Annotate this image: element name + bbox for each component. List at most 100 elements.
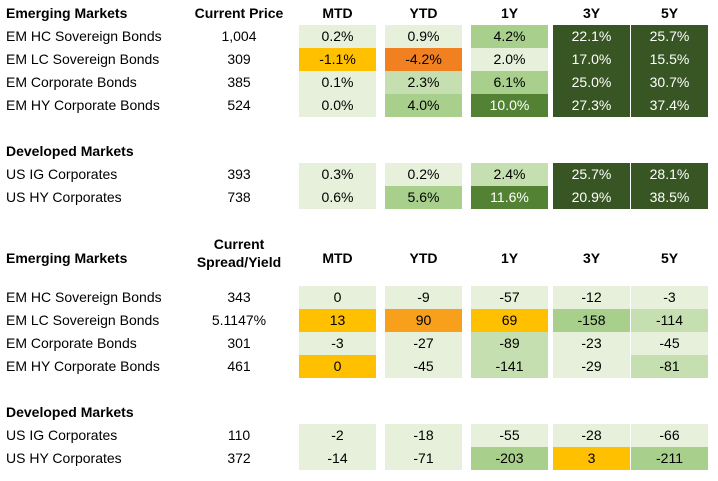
current-spread: 110: [227, 427, 251, 443]
mtd-cell: 0: [299, 286, 376, 309]
section-title: Emerging Markets: [6, 5, 128, 21]
5y-cell: -114: [631, 309, 708, 332]
section-header-row: Emerging Markets Current Spread/Yield MT…: [0, 236, 718, 270]
table-row: EM Corporate Bonds 301 -3 -27 -89 -23 -4…: [0, 332, 718, 355]
5y-cell: 37.4%: [631, 94, 708, 117]
5y-cell: -3: [631, 286, 708, 309]
ytd-cell: -18: [385, 424, 462, 447]
1y-cell: 4.2%: [471, 25, 548, 48]
3y-cell: 17.0%: [553, 48, 630, 71]
section-title: Developed Markets: [6, 143, 134, 159]
table-row: EM HY Corporate Bonds 524 0.0% 4.0% 10.0…: [0, 94, 718, 117]
table-row: EM LC Sovereign Bonds 5.1147% 13 90 69 -…: [0, 309, 718, 332]
3y-cell: -23: [553, 332, 630, 355]
3y-cell: -12: [553, 286, 630, 309]
1y-cell: 69: [471, 309, 548, 332]
column-header-line: Current Spread/Yield: [196, 236, 282, 270]
ytd-cell: 0.9%: [385, 25, 462, 48]
mtd-cell: -1.1%: [299, 48, 376, 71]
column-header-mtd: MTD: [322, 5, 353, 21]
row-label: EM HY Corporate Bonds: [6, 358, 160, 374]
ytd-cell: -45: [385, 355, 462, 378]
mtd-cell: 13: [299, 309, 376, 332]
row-label: EM HC Sovereign Bonds: [6, 289, 162, 305]
5y-cell: 15.5%: [631, 48, 708, 71]
column-header-current-spread-yield: Current Spread/Yield: [180, 235, 298, 271]
column-header-1y: 1Y: [500, 250, 519, 266]
5y-cell: -66: [631, 424, 708, 447]
5y-cell: -45: [631, 332, 708, 355]
table-row: EM LC Sovereign Bonds 309 -1.1% -4.2% 2.…: [0, 48, 718, 71]
row-label: EM HC Sovereign Bonds: [6, 28, 162, 44]
5y-cell: 30.7%: [631, 71, 708, 94]
1y-cell: -141: [471, 355, 548, 378]
current-spread: 372: [227, 450, 251, 466]
5y-cell: 25.7%: [631, 25, 708, 48]
column-header-3y: 3Y: [582, 5, 601, 21]
current-price: 393: [227, 166, 251, 182]
column-header-5y: 5Y: [660, 5, 679, 21]
row-label: EM Corporate Bonds: [6, 74, 137, 90]
row-label: US IG Corporates: [6, 166, 118, 182]
column-header-ytd: YTD: [409, 250, 438, 266]
mtd-cell: 0.0%: [299, 94, 376, 117]
current-price: 1,004: [221, 28, 257, 44]
mtd-cell: -14: [299, 447, 376, 470]
table-row: US HY Corporates 738 0.6% 5.6% 11.6% 20.…: [0, 186, 718, 209]
3y-cell: 25.7%: [553, 163, 630, 186]
section-header-row: Emerging Markets Current Price MTD YTD 1…: [0, 2, 718, 25]
row-label: US HY Corporates: [6, 450, 122, 466]
ytd-cell: 4.0%: [385, 94, 462, 117]
mtd-cell: 0.3%: [299, 163, 376, 186]
mtd-cell: -2: [299, 424, 376, 447]
row-label: EM LC Sovereign Bonds: [6, 51, 160, 67]
3y-cell: -28: [553, 424, 630, 447]
row-label: US IG Corporates: [6, 427, 118, 443]
column-header-mtd: MTD: [322, 250, 353, 266]
1y-cell: 2.4%: [471, 163, 548, 186]
column-header-ytd: YTD: [409, 5, 438, 21]
section-header-row: Developed Markets: [0, 401, 718, 424]
mtd-cell: -3: [299, 332, 376, 355]
row-label: EM LC Sovereign Bonds: [6, 312, 160, 328]
5y-cell: 28.1%: [631, 163, 708, 186]
mtd-cell: 0.2%: [299, 25, 376, 48]
1y-cell: 11.6%: [471, 186, 548, 209]
ytd-cell: -4.2%: [385, 48, 462, 71]
table-row: US IG Corporates 110 -2 -18 -55 -28 -66: [0, 424, 718, 447]
mtd-cell: 0.6%: [299, 186, 376, 209]
3y-cell: -29: [553, 355, 630, 378]
mtd-cell: 0: [299, 355, 376, 378]
3y-cell: 27.3%: [553, 94, 630, 117]
ytd-cell: -9: [385, 286, 462, 309]
section-header-row: Developed Markets: [0, 140, 718, 163]
row-label: EM Corporate Bonds: [6, 335, 137, 351]
column-header-5y: 5Y: [660, 250, 679, 266]
row-label: US HY Corporates: [6, 189, 122, 205]
3y-cell: 20.9%: [553, 186, 630, 209]
table-row: US IG Corporates 393 0.3% 0.2% 2.4% 25.7…: [0, 163, 718, 186]
current-price: 309: [227, 51, 251, 67]
column-header-1y: 1Y: [500, 5, 519, 21]
3y-cell: 22.1%: [553, 25, 630, 48]
1y-cell: -203: [471, 447, 548, 470]
1y-cell: -57: [471, 286, 548, 309]
current-price: 738: [227, 189, 251, 205]
1y-cell: -55: [471, 424, 548, 447]
current-price: 385: [227, 74, 251, 90]
ytd-cell: -71: [385, 447, 462, 470]
table-row: EM HY Corporate Bonds 461 0 -45 -141 -29…: [0, 355, 718, 378]
table-row: EM HC Sovereign Bonds 343 0 -9 -57 -12 -…: [0, 286, 718, 309]
3y-cell: -158: [553, 309, 630, 332]
5y-cell: -211: [631, 447, 708, 470]
1y-cell: 6.1%: [471, 71, 548, 94]
3y-cell: 25.0%: [553, 71, 630, 94]
1y-cell: 2.0%: [471, 48, 548, 71]
5y-cell: 38.5%: [631, 186, 708, 209]
mtd-cell: 0.1%: [299, 71, 376, 94]
current-spread: 5.1147%: [211, 312, 267, 328]
ytd-cell: -27: [385, 332, 462, 355]
ytd-cell: 90: [385, 309, 462, 332]
current-spread: 301: [227, 335, 251, 351]
ytd-cell: 2.3%: [385, 71, 462, 94]
